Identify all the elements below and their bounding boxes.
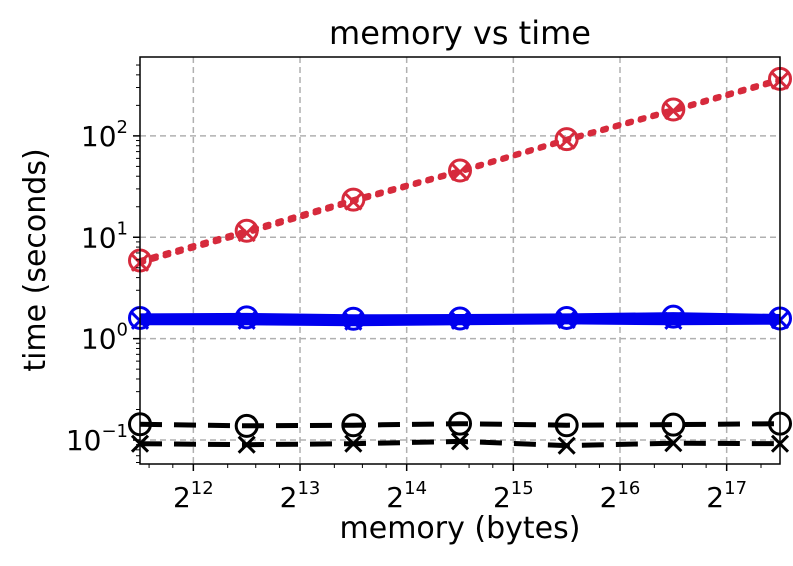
y-tick-label: 102 [81, 117, 128, 153]
data-point [450, 311, 470, 330]
y-tick-label: 100 [81, 320, 128, 356]
data-point [344, 434, 363, 453]
data-point [554, 413, 579, 438]
series-layer [128, 66, 792, 455]
data-point [448, 411, 473, 436]
series-5 [130, 432, 790, 455]
data-point [237, 435, 256, 454]
y-tick-label: 10−1 [66, 421, 128, 457]
grid [140, 57, 780, 464]
x-tick-label: 216 [600, 478, 641, 514]
data-point [664, 311, 683, 330]
x-tick-label: 213 [280, 478, 321, 514]
data-point [450, 432, 470, 451]
plot-frame [139, 56, 781, 465]
data-point [557, 310, 576, 329]
ticks: 212 213 214 215 216 217 10−1 100 101 102 [66, 64, 762, 514]
x-tick-label: 217 [706, 478, 747, 514]
x-tick-label: 212 [173, 478, 214, 514]
data-point [344, 192, 363, 211]
data-point [557, 131, 576, 150]
data-point [237, 311, 256, 330]
data-point [664, 434, 683, 453]
y-tick-label: 101 [81, 218, 128, 254]
data-point [557, 436, 576, 455]
data-point [234, 413, 259, 438]
data-point [661, 97, 686, 122]
data-point [344, 312, 363, 331]
y-axis-title: time (seconds) [18, 148, 53, 371]
chart-title: memory vs time [329, 14, 591, 52]
x-tick-label: 215 [493, 478, 534, 514]
series-4 [128, 411, 792, 438]
data-point [664, 101, 683, 121]
series-1 [130, 71, 790, 272]
x-tick-label: 214 [386, 478, 427, 514]
data-point [450, 162, 470, 182]
series-line [139, 421, 781, 429]
data-point [237, 224, 256, 243]
x-axis-title: memory (bytes) [340, 511, 581, 546]
data-point [341, 413, 366, 438]
data-point [661, 412, 686, 437]
